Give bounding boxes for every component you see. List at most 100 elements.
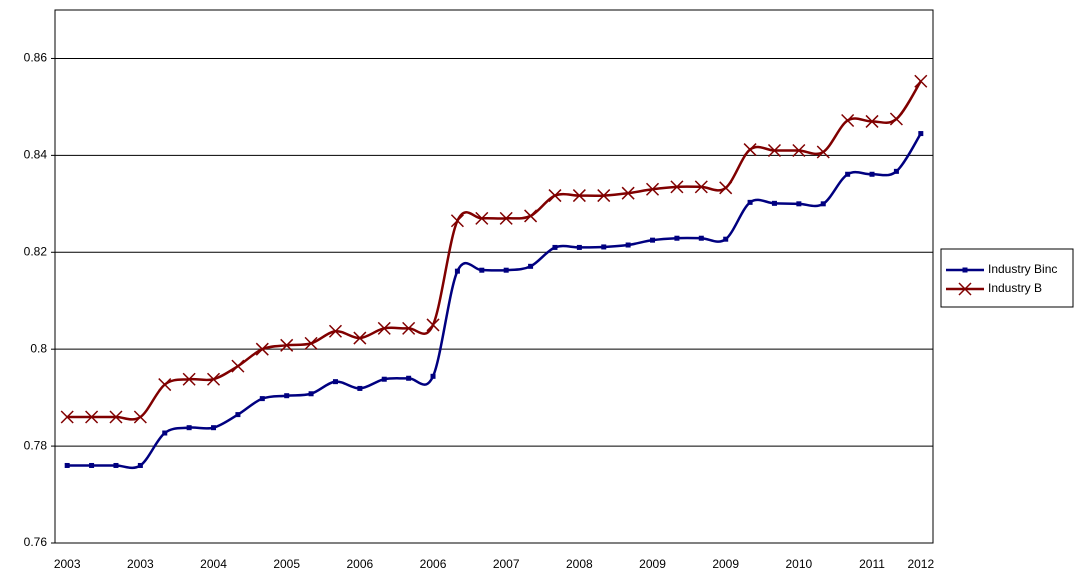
point-marker	[796, 201, 802, 207]
point-marker	[743, 143, 757, 157]
point-marker	[845, 171, 851, 177]
point-marker	[747, 199, 753, 205]
point-marker	[698, 235, 704, 241]
point-marker	[235, 412, 241, 418]
point-marker	[406, 375, 412, 381]
x-tick-label: 2011	[859, 557, 885, 571]
point-marker	[914, 74, 928, 88]
point-marker	[650, 237, 656, 243]
point-marker	[284, 393, 290, 399]
point-marker	[113, 462, 119, 468]
point-marker	[889, 112, 903, 126]
legend-box	[940, 248, 1074, 308]
plot-area	[54, 9, 934, 544]
point-marker	[377, 321, 391, 335]
point-marker	[381, 376, 387, 382]
point-marker	[64, 462, 70, 468]
y-tick-label: 0.78	[24, 438, 48, 452]
point-marker	[308, 391, 314, 397]
x-tick-label: 2003	[127, 557, 154, 571]
x-tick-label: 2008	[566, 557, 593, 571]
point-marker	[816, 145, 830, 159]
point-marker	[597, 189, 611, 203]
legend-label: Industry Binc	[988, 262, 1057, 276]
y-tick-label: 0.86	[24, 51, 48, 65]
y-tick-label: 0.76	[24, 535, 48, 549]
point-marker	[645, 182, 660, 196]
point-marker	[820, 201, 826, 207]
point-marker	[865, 114, 879, 128]
point-marker	[454, 268, 460, 274]
x-tick-label: 2010	[786, 557, 813, 571]
x-tick-label: 2006	[420, 557, 447, 571]
point-marker	[621, 186, 635, 200]
point-marker	[670, 180, 684, 194]
x-tick-label: 2004	[200, 557, 227, 571]
legend-marker	[962, 267, 968, 273]
point-marker	[304, 336, 318, 350]
point-marker	[332, 379, 338, 385]
point-marker	[211, 425, 217, 431]
point-marker	[328, 324, 343, 338]
point-marker	[158, 378, 172, 392]
x-tick-label: 2005	[273, 557, 300, 571]
point-marker	[357, 385, 363, 391]
point-marker	[499, 211, 513, 225]
point-marker	[548, 189, 562, 203]
point-marker	[792, 143, 806, 158]
point-marker	[255, 342, 269, 356]
x-tick-label: 2003	[54, 557, 81, 571]
x-tick-label: 2009	[639, 557, 666, 571]
point-marker	[674, 235, 680, 241]
point-marker	[524, 209, 538, 223]
point-marker	[162, 430, 168, 436]
y-tick-label: 0.8	[30, 341, 47, 355]
point-marker	[402, 321, 416, 335]
x-tick-label: 2012	[907, 557, 934, 571]
point-marker	[893, 168, 899, 174]
x-tick-label: 2007	[493, 557, 520, 571]
point-marker	[182, 372, 196, 386]
point-marker	[771, 200, 777, 206]
point-marker	[280, 338, 294, 352]
point-marker	[186, 425, 192, 431]
point-marker	[430, 373, 436, 379]
point-marker	[206, 372, 221, 386]
point-marker	[259, 396, 265, 402]
point-marker	[841, 113, 855, 128]
point-marker	[576, 244, 582, 250]
legend: Industry Binc Industry B	[940, 248, 1074, 308]
point-marker	[60, 410, 74, 424]
legend-label: Industry B	[988, 281, 1042, 295]
y-tick-label: 0.84	[24, 148, 48, 162]
x-tick-label: 2009	[712, 557, 739, 571]
y-tick-label: 0.82	[24, 244, 48, 258]
point-marker	[601, 244, 607, 250]
point-marker	[552, 244, 558, 250]
point-marker	[450, 214, 464, 228]
point-marker	[869, 171, 875, 177]
point-marker	[137, 462, 143, 468]
point-marker	[719, 181, 733, 195]
point-marker	[231, 359, 245, 373]
point-marker	[109, 410, 123, 424]
point-marker	[85, 410, 99, 424]
point-marker	[475, 211, 489, 225]
point-marker	[479, 267, 485, 273]
point-marker	[767, 143, 782, 158]
point-marker	[723, 236, 729, 242]
point-marker	[625, 242, 631, 248]
point-marker	[918, 131, 924, 137]
point-marker	[572, 189, 586, 203]
point-marker	[133, 410, 147, 424]
point-marker	[528, 263, 534, 269]
point-marker	[89, 462, 95, 468]
point-marker	[426, 318, 440, 332]
point-marker	[694, 180, 708, 194]
x-tick-label: 2006	[347, 557, 374, 571]
point-marker	[353, 331, 367, 345]
point-marker	[503, 267, 509, 273]
legend-marker	[958, 282, 972, 296]
